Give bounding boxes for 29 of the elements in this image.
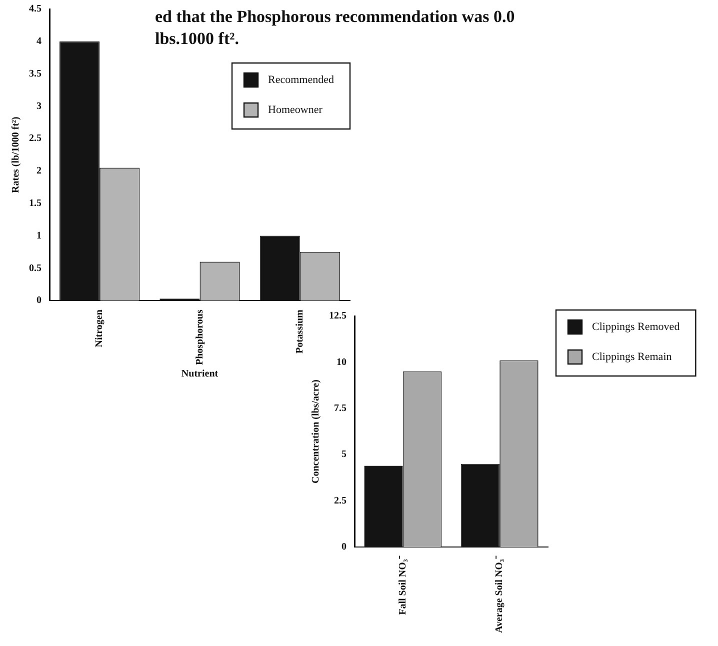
y-tick-label: 2.5 bbox=[29, 133, 42, 144]
legend-label: Homeowner bbox=[268, 104, 323, 116]
y-tick-label: 12.5 bbox=[329, 310, 346, 322]
y-tick-label: 1.5 bbox=[29, 198, 42, 209]
x-tick-label: Phosphorous bbox=[194, 310, 206, 366]
legend-label: Recommended bbox=[268, 74, 334, 86]
x-tick-label: Average Soil NO₃⁻ bbox=[494, 555, 506, 634]
legend-label: Clippings Remain bbox=[592, 350, 672, 363]
y-tick-label: 5 bbox=[342, 449, 346, 460]
legend-label: Clippings Removed bbox=[592, 320, 680, 333]
y-tick-label: 4.5 bbox=[29, 4, 42, 15]
y-tick-label: 3.5 bbox=[29, 68, 42, 80]
x-tick-label: Potassium bbox=[294, 308, 306, 354]
x-tick-label: Nitrogen bbox=[94, 309, 106, 348]
x-tick-label: Fall Soil NO₃⁻ bbox=[397, 555, 408, 615]
y-tick-label: 2 bbox=[36, 166, 42, 177]
y-tick-label: 3 bbox=[36, 100, 42, 112]
y-tick-label: 4 bbox=[36, 36, 42, 47]
y-axis-title: Rates (lb/1000 ft²) bbox=[10, 116, 22, 193]
y-axis-title: Concentration (lbs/acre) bbox=[310, 380, 322, 484]
y-tick-label: 0 bbox=[36, 295, 42, 306]
x-axis-title: Nutrient bbox=[181, 368, 219, 380]
y-tick-label: 1 bbox=[36, 230, 42, 242]
y-tick-label: 10 bbox=[336, 356, 346, 368]
y-tick-label: 0 bbox=[342, 542, 346, 553]
y-tick-label: 7.5 bbox=[334, 403, 346, 414]
annotation: ed that the Phosphorous recommendation was 0.0 lbs.1000 ft². bbox=[155, 6, 516, 50]
y-tick-label: 2.5 bbox=[334, 495, 346, 506]
y-tick-label: 0.5 bbox=[29, 262, 42, 274]
